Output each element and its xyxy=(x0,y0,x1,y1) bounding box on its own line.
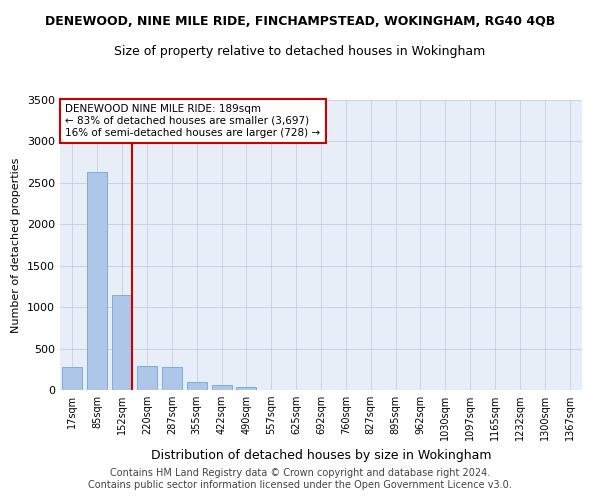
Text: Size of property relative to detached houses in Wokingham: Size of property relative to detached ho… xyxy=(115,45,485,58)
Bar xyxy=(137,366,157,390)
Text: DENEWOOD NINE MILE RIDE: 189sqm
← 83% of detached houses are smaller (3,697)
16%: DENEWOOD NINE MILE RIDE: 189sqm ← 83% of… xyxy=(65,104,320,138)
Bar xyxy=(236,386,256,390)
Text: Contains HM Land Registry data © Crown copyright and database right 2024.
Contai: Contains HM Land Registry data © Crown c… xyxy=(88,468,512,490)
Y-axis label: Number of detached properties: Number of detached properties xyxy=(11,158,22,332)
Bar xyxy=(187,382,206,390)
Text: DENEWOOD, NINE MILE RIDE, FINCHAMPSTEAD, WOKINGHAM, RG40 4QB: DENEWOOD, NINE MILE RIDE, FINCHAMPSTEAD,… xyxy=(45,15,555,28)
Bar xyxy=(88,172,107,390)
Bar xyxy=(212,385,232,390)
Bar xyxy=(162,367,182,390)
Bar xyxy=(112,294,132,390)
X-axis label: Distribution of detached houses by size in Wokingham: Distribution of detached houses by size … xyxy=(151,448,491,462)
Bar xyxy=(62,367,82,390)
